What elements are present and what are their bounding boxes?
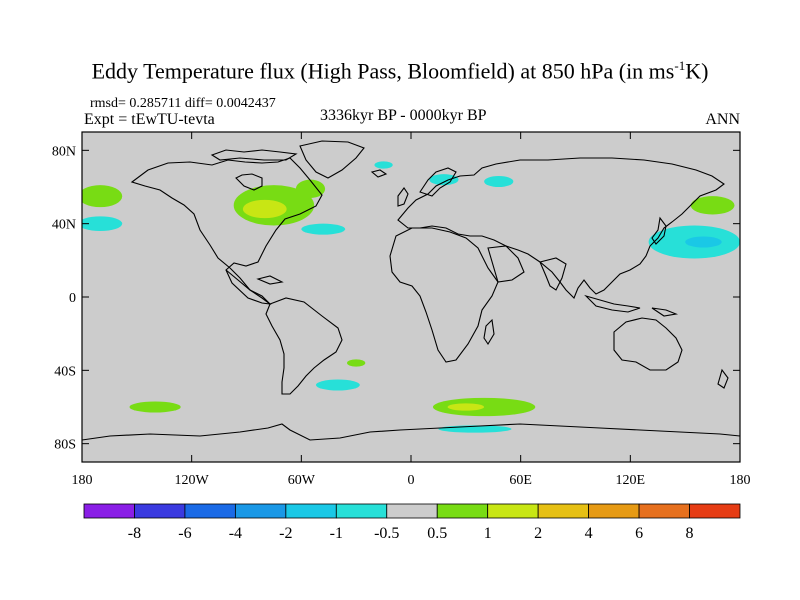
coast-british-isles	[397, 187, 409, 207]
colorbar-swatch	[134, 503, 186, 519]
anomaly-patch	[82, 185, 123, 208]
anomaly-patch	[374, 161, 393, 169]
colorbar-label: 6	[635, 525, 643, 542]
latitude-label: 80S	[54, 438, 76, 453]
colorbar-label: 8	[686, 525, 694, 542]
longitude-label: 0	[408, 473, 415, 488]
coast-australia	[613, 317, 683, 371]
coast-indonesia	[584, 294, 641, 313]
coast-india	[539, 257, 567, 291]
anomaly-patch	[82, 216, 123, 231]
colorbar-label: -0.5	[374, 525, 399, 542]
longitude-label: 180	[730, 473, 751, 488]
colorbar-swatch	[436, 503, 489, 519]
longitude-labels: 180 120W 60W 0 60E 120E 180	[72, 473, 751, 488]
colorbar-swatch	[83, 503, 135, 519]
coast-new-zealand	[717, 368, 729, 389]
anomaly-patch	[690, 196, 735, 215]
coast-japan	[651, 216, 667, 245]
colorbar-label: -6	[178, 525, 191, 542]
colorbar-swatch	[184, 503, 236, 519]
coast-scandinavia	[419, 167, 457, 197]
anomaly-patch	[242, 199, 287, 219]
colorbar-swatch	[588, 503, 640, 519]
axis-ticks	[81, 132, 741, 462]
coast-madagascar	[483, 318, 495, 346]
anomaly-patch	[315, 379, 360, 391]
colorbar-label: -1	[330, 525, 343, 542]
rmsd-stats: rmsd= 0.285711 diff= 0.0042437	[90, 96, 276, 111]
coast-arctic-islands	[210, 149, 298, 161]
coast-greenland	[299, 140, 365, 179]
period-label: 3336kyr BP - 0000kyr BP	[320, 107, 487, 124]
longitude-label: 180	[72, 473, 93, 488]
anomaly-patch	[447, 403, 485, 411]
latitude-label: 0	[69, 291, 76, 306]
coast-arabia	[487, 245, 525, 283]
coast-central-america	[225, 269, 271, 305]
coast-antarctica	[82, 423, 740, 441]
coast-south-america	[265, 297, 343, 395]
anomaly-patch	[295, 179, 326, 198]
anomaly-patch	[685, 236, 722, 248]
coast-eurasia	[397, 157, 725, 299]
coast-africa	[389, 227, 499, 363]
longitude-label: 120W	[175, 473, 210, 488]
colorbar-label: 0.5	[427, 525, 447, 542]
coast-cuba	[256, 275, 284, 285]
colorbar-swatch	[335, 503, 388, 519]
latitude-labels: 80N 40N 0 40S 80S	[52, 144, 76, 452]
longitude-label: 60E	[509, 473, 532, 488]
anomaly-patch	[484, 176, 514, 187]
season-label: ANN	[705, 111, 740, 128]
colorbar-label: 1	[484, 525, 492, 542]
anomaly-patch	[129, 401, 181, 413]
anomaly-patch	[301, 223, 346, 235]
colorbar-swatch	[234, 503, 287, 519]
colorbar-swatch	[689, 503, 741, 519]
latitude-label: 40S	[54, 364, 76, 379]
map-background	[82, 132, 740, 462]
title-superscript: -1	[674, 58, 686, 73]
map-plot-area: 80N 40N 0 40S 80S 180 120W 60W 0 60E 120E 180	[52, 131, 751, 488]
experiment-label: Expt = tEwTU-tevta	[84, 111, 215, 128]
colorbar-label: 4	[585, 525, 593, 542]
coast-new-guinea	[651, 307, 679, 317]
latitude-label: 40N	[52, 218, 76, 233]
coast-hudson-bay	[235, 173, 263, 191]
colorbar: -8 -6 -4 -2 -1 -0.5 0.5 1 2 4 6 8	[83, 503, 741, 542]
colorbar-label: 2	[534, 525, 542, 542]
colorbar-label: -4	[229, 525, 242, 542]
colorbar-label: -8	[128, 525, 141, 542]
colorbar-swatch	[285, 503, 337, 519]
anomaly-patch	[429, 174, 459, 186]
plot-title: Eddy Temperature flux (High Pass, Bloomf…	[0, 58, 800, 84]
longitude-label: 120E	[616, 473, 646, 488]
colorbar-swatch	[487, 503, 539, 519]
title-main: Eddy Temperature flux (High Pass, Bloomf…	[91, 58, 675, 84]
coast-north-america	[130, 157, 323, 305]
colorbar-swatch	[638, 503, 690, 519]
coastlines	[82, 140, 740, 441]
colorbar-label: -2	[279, 525, 292, 542]
colorbar-swatch	[386, 503, 438, 519]
anomaly-patch	[347, 359, 366, 367]
coast-iceland	[370, 169, 388, 178]
latitude-label: 80N	[52, 144, 76, 159]
colorbar-swatch	[537, 503, 590, 519]
longitude-label: 60W	[288, 473, 316, 488]
title-tail: K)	[685, 58, 709, 84]
